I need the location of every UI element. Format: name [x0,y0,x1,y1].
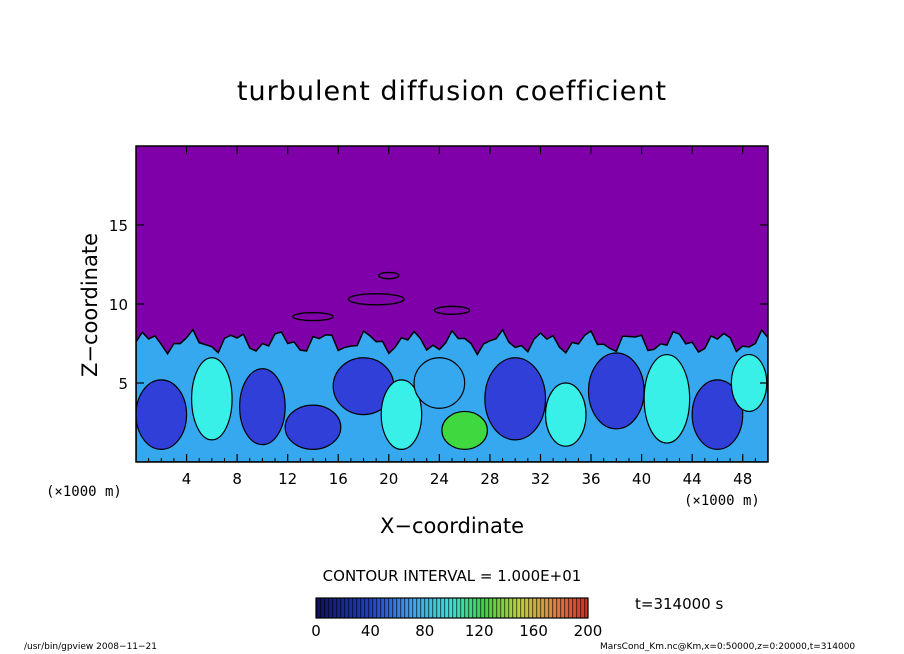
colorbar-tick-label: 200 [574,622,603,640]
detached-feature-3 [292,311,334,322]
detached-feature-1 [347,293,405,306]
detached-feature-2 [377,271,400,280]
colorbar-tick-label: 0 [311,622,321,640]
eddy-6 [380,379,423,450]
eddy-10 [544,382,587,447]
eddy-13 [691,379,744,450]
x-tick-label: 44 [683,470,702,488]
x-tick-label: 36 [581,470,600,488]
y-tick-label: 15 [109,217,128,235]
contour-interval-label: CONTOUR INTERVAL = 1.000E+01 [322,567,582,585]
colorbar-tick-label: 80 [415,622,434,640]
eddy-9 [484,357,547,441]
detached-feature-4 [433,305,471,315]
eddy-3 [239,368,286,446]
x-tick-label: 8 [232,470,242,488]
x-tick-label: 32 [531,470,550,488]
x-tick-label: 24 [430,470,449,488]
x-unit-label-left: (×1000 m) [46,484,122,500]
time-label: t=314000 s [635,595,724,613]
colorbar-tick-label: 120 [465,622,494,640]
colorbar-tick-label: 160 [519,622,548,640]
eddy-7 [441,410,488,450]
eddy-12 [643,353,691,444]
eddy-8 [413,357,466,409]
y-tick-label: 5 [118,375,128,393]
eddy-2 [191,357,233,441]
x-tick-label: 40 [632,470,651,488]
chart-title: turbulent diffusion coefficient [236,76,668,107]
x-tick-label: 20 [379,470,398,488]
eddy-4 [284,404,342,450]
x-tick-label: 48 [733,470,752,488]
x-tick-label: 16 [329,470,348,488]
x-tick-label: 28 [480,470,499,488]
y-tick-label: 10 [109,296,128,314]
footer-command: /usr/bin/gpview 2008−11−21 [24,642,158,652]
x-unit-label-right: (×1000 m) [684,493,760,509]
x-tick-label: 4 [182,470,192,488]
colorbar-frame [315,597,589,619]
colorbar-contours [316,598,588,618]
footer-source: MarsCond_Km.nc@Km,x=0:50000,z=0:20000,t=… [600,642,856,652]
x-axis-label: X−coordinate [380,514,524,538]
x-tick-label: 12 [278,470,297,488]
colorbar-tick-label: 40 [361,622,380,640]
eddy-1 [136,379,188,450]
eddy-11 [587,352,645,430]
